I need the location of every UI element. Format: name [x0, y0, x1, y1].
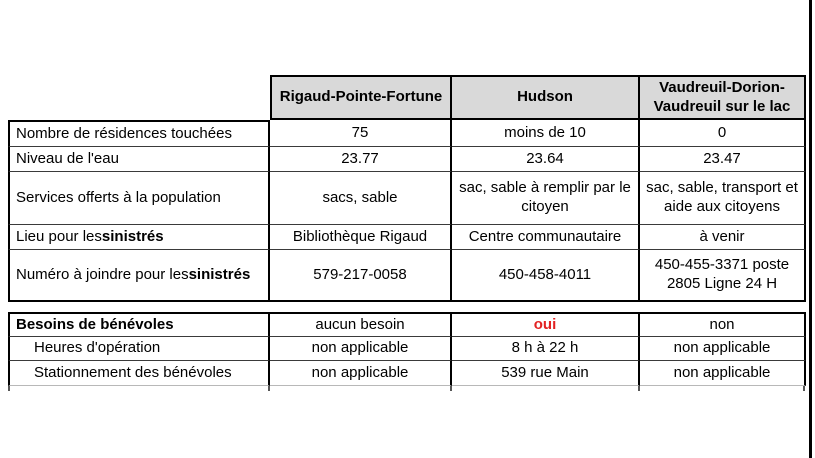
cell-hudson: Centre communautaire — [452, 225, 640, 250]
row-label-bold-text: sinistrés — [188, 265, 251, 283]
cell-vaudreuil: 450-455-3371 poste 2805 Ligne 24 H — [640, 250, 806, 302]
cell-rigaud: non applicable — [270, 337, 452, 361]
table-row-stationnement: Stationnement des bénévoles non applicab… — [8, 361, 806, 386]
column-header-rigaud: Rigaud-Pointe-Fortune — [270, 75, 452, 120]
table-row-lieu-sinistres: Lieu pour les sinistrés Bibliothèque Rig… — [8, 225, 806, 250]
row-label: Services offerts à la population — [8, 172, 270, 225]
row-label: Stationnement des bénévoles — [8, 361, 270, 386]
cell-vaudreuil: non applicable — [640, 337, 806, 361]
table-cutoff-stub — [638, 386, 640, 391]
cell-hudson: sac, sable à remplir par le citoyen — [452, 172, 640, 225]
table-cutoff-stub — [268, 386, 270, 391]
cell-rigaud: Bibliothèque Rigaud — [270, 225, 452, 250]
column-header-vaudreuil: Vaudreuil-Dorion-Vaudreuil sur le lac — [640, 75, 806, 120]
cell-vaudreuil: 23.47 — [640, 147, 806, 172]
row-label-bold-text: sinistrés — [101, 227, 164, 245]
table-row-residences: Nombre de résidences touchées 75 moins d… — [8, 120, 806, 147]
cell-vaudreuil: non applicable — [640, 361, 806, 386]
cell-hudson: 539 rue Main — [452, 361, 640, 386]
cell-rigaud: 579-217-0058 — [270, 250, 452, 302]
table-row-besoins-benevoles: Besoins de bénévoles aucun besoin oui no… — [8, 312, 806, 337]
cell-hudson: 8 h à 22 h — [452, 337, 640, 361]
cell-hudson: 23.64 — [452, 147, 640, 172]
table-row-niveau-eau: Niveau de l'eau 23.77 23.64 23.47 — [8, 147, 806, 172]
table-cutoff-stub — [8, 386, 10, 391]
header-empty-cell — [8, 75, 270, 120]
column-header-hudson: Hudson — [452, 75, 640, 120]
row-label: Lieu pour les sinistrés — [8, 225, 270, 250]
cell-hudson-oui-highlight: oui — [452, 312, 640, 337]
table-row-services: Services offerts à la population sacs, s… — [8, 172, 806, 225]
row-label: Heures d'opération — [8, 337, 270, 361]
row-label: Besoins de bénévoles — [8, 312, 270, 337]
cell-vaudreuil: non — [640, 312, 806, 337]
row-label: Niveau de l'eau — [8, 147, 270, 172]
cell-rigaud: aucun besoin — [270, 312, 452, 337]
screen-edge-line — [809, 0, 812, 458]
cell-rigaud: 75 — [270, 120, 452, 147]
table-cutoff-stub — [803, 386, 805, 391]
table-row-numero-sinistres: Numéro à joindre pour les sinistrés 579-… — [8, 250, 806, 302]
volunteers-table: Besoins de bénévoles aucun besoin oui no… — [8, 312, 806, 386]
table-row-heures-operation: Heures d'opération non applicable 8 h à … — [8, 337, 806, 361]
cell-rigaud: 23.77 — [270, 147, 452, 172]
row-label: Numéro à joindre pour les sinistrés — [8, 250, 270, 302]
flood-status-table: Rigaud-Pointe-Fortune Hudson Vaudreuil-D… — [8, 75, 806, 302]
cell-hudson: 450-458-4011 — [452, 250, 640, 302]
cell-rigaud: non applicable — [270, 361, 452, 386]
row-label-text: Lieu pour les — [16, 227, 102, 245]
row-label-text: Numéro à joindre pour les — [16, 265, 189, 283]
cell-hudson: moins de 10 — [452, 120, 640, 147]
cell-vaudreuil: 0 — [640, 120, 806, 147]
table-cutoff-stub — [450, 386, 452, 391]
cell-vaudreuil: sac, sable, transport et aide aux citoye… — [640, 172, 806, 225]
row-label: Nombre de résidences touchées — [8, 120, 270, 147]
cell-rigaud: sacs, sable — [270, 172, 452, 225]
cell-vaudreuil: à venir — [640, 225, 806, 250]
table-header-row: Rigaud-Pointe-Fortune Hudson Vaudreuil-D… — [8, 75, 806, 120]
